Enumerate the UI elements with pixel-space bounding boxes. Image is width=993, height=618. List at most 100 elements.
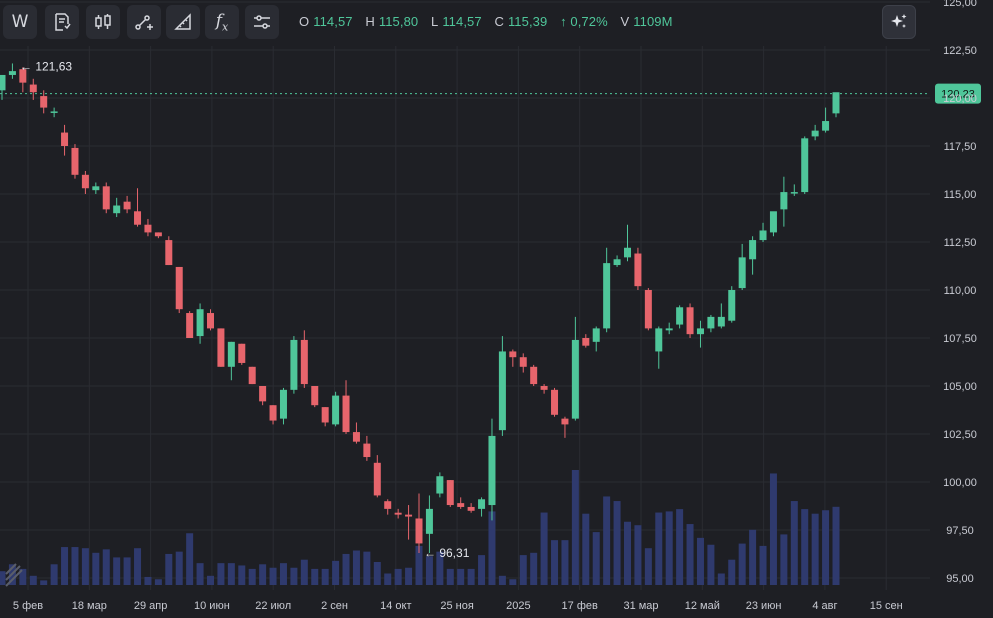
volume-bar [113, 557, 121, 585]
volume-bar [300, 559, 308, 585]
y-tick-label: 102,50 [943, 429, 977, 441]
candle-body [394, 512, 402, 515]
candle-body [311, 386, 319, 406]
candle-body [749, 240, 757, 260]
x-tick-label: 2025 [506, 600, 530, 612]
toolbar: W fx O 114,57 H 115,80 L 114,57 C 115,39 ↑ 0… [0, 0, 930, 46]
chart-grid [0, 1, 930, 590]
candle-body [540, 386, 548, 390]
volume-bar [415, 545, 423, 585]
low-label: L [430, 14, 439, 29]
volume-bar [165, 553, 173, 585]
candle-body [822, 121, 830, 131]
ai-assistant-button[interactable] [882, 5, 916, 39]
high-label: H [365, 14, 375, 29]
y-tick-label: 125,00 [943, 0, 977, 9]
candle-body [561, 418, 569, 425]
y-tick-label: 112,50 [944, 237, 977, 249]
volume-bar [446, 568, 454, 585]
notes-icon [55, 13, 71, 31]
volume-bar [582, 513, 590, 585]
candle-body [175, 266, 183, 310]
volume-bar [269, 567, 277, 585]
candle-body [415, 518, 423, 544]
volume-bar [749, 529, 757, 585]
volume-bar [530, 552, 538, 585]
x-tick-label: 18 мар [72, 600, 107, 612]
volume-bar [644, 548, 652, 585]
candles-button[interactable] [86, 5, 120, 39]
candle-body [655, 328, 663, 352]
notes-button[interactable] [45, 5, 79, 39]
candle-body [19, 69, 27, 83]
volume-bar [175, 551, 183, 585]
x-tick-label: 4 авг [812, 600, 837, 612]
ohlc-legend: O 114,57 H 115,80 L 114,57 C 115,39 ↑ 0,72% … [299, 14, 682, 29]
x-tick-label: 15 сен [870, 600, 903, 612]
volume-bar [551, 540, 559, 585]
x-tick-label: 23 июн [746, 600, 782, 612]
candle-body [425, 508, 433, 534]
volume-bar [92, 552, 100, 585]
candle-body [227, 341, 235, 367]
y-tick-label: 122,50 [943, 45, 977, 57]
volume-bar [686, 524, 694, 585]
candle-body [446, 480, 454, 506]
y-tick-label: 115,00 [944, 189, 977, 201]
max-price-marker: ← 121,63 [20, 60, 72, 74]
candle-body [81, 174, 89, 189]
volume-bar [603, 496, 611, 585]
volume-bar [342, 553, 350, 585]
volume-bar [717, 573, 725, 585]
volume-bar [81, 548, 89, 585]
volume-bar [29, 575, 37, 585]
volume-bar [196, 563, 204, 585]
candle-body [436, 476, 444, 494]
drawing-tool-button[interactable] [127, 5, 161, 39]
volume-bar [363, 551, 371, 585]
x-tick-label: 2 сен [321, 600, 348, 612]
chart-settings-button[interactable] [245, 5, 279, 39]
volume-bar [769, 473, 777, 585]
candle-body [801, 138, 809, 193]
volume-bar [665, 511, 673, 585]
volume-bar [509, 579, 517, 585]
candle-body [8, 71, 16, 75]
volume-bar [61, 547, 69, 585]
last-price-badge [935, 83, 981, 104]
ruler-button[interactable] [166, 5, 200, 39]
candle-body [248, 366, 256, 385]
candle-body [738, 257, 746, 289]
close-value: 115,39 [507, 14, 548, 29]
candlesticks [0, 63, 840, 554]
volume-bar [467, 568, 475, 585]
volume-bar [186, 533, 194, 585]
y-tick-label: 117,50 [944, 141, 977, 153]
volume-bar [488, 511, 496, 585]
last-price-label: 120,23 [941, 89, 975, 101]
volume-bar [384, 573, 392, 585]
candle-body [0, 74, 6, 91]
settings-sliders-icon [254, 15, 270, 29]
x-tick-label: 31 мар [623, 600, 658, 612]
candle-body [92, 186, 100, 191]
candle-body [478, 499, 486, 509]
volume-bar [207, 575, 214, 585]
candle-body [71, 147, 79, 175]
volume-value: 1109M [633, 14, 673, 29]
close-label: C [494, 14, 504, 29]
volume-bar [478, 555, 486, 585]
y-tick-label: 100,00 [943, 477, 977, 489]
candle-body [811, 130, 819, 137]
candle-body [457, 503, 465, 507]
change-value: ↑ 0,72% [560, 14, 608, 29]
indicators-button[interactable]: fx [205, 5, 239, 39]
volume-bar [102, 549, 110, 585]
volume-bar [707, 544, 715, 585]
y-tick-label: 107,50 [943, 333, 977, 345]
volume-bar [311, 568, 319, 585]
candle-body [238, 343, 246, 363]
interval-button[interactable]: W [3, 5, 37, 39]
candle-body [707, 316, 715, 329]
